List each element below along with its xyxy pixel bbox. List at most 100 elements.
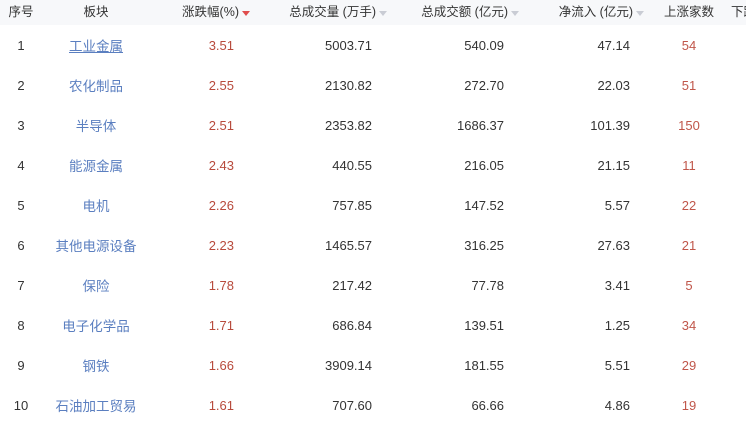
cell-down-count: 8 (724, 65, 746, 105)
cell-change-pct: 1.71 (208, 317, 234, 333)
cell-total-amount: 181.55 (464, 357, 504, 373)
sector-link[interactable]: 保险 (82, 279, 110, 294)
cell-net-inflow: 101.39 (590, 117, 630, 133)
cell-up-count: 29 (681, 357, 697, 373)
cell-total-amount: 540.09 (464, 37, 504, 53)
column-header-rank: 序号 (0, 0, 42, 25)
cell-rank: 3 (17, 117, 25, 133)
cell-sector: 石油加工贸易 (42, 385, 150, 425)
cell-net-inflow: 5.51 (604, 357, 630, 373)
cell-change-pct: 2.43 (208, 157, 234, 173)
cell-up-count: 21 (681, 237, 697, 253)
cell-down-count: 2 (724, 145, 746, 185)
table-row[interactable]: 6 其他电源设备 2.23 1465.57 316.25 27.63 21 11 (0, 225, 746, 265)
cell-total-volume: 3909.14 (325, 357, 372, 373)
table-row[interactable]: 4 能源金属 2.43 440.55 216.05 21.15 11 2 (0, 145, 746, 185)
cell-up-count: 19 (681, 397, 697, 413)
cell-down-count: 13 (724, 105, 746, 145)
sector-link[interactable]: 能源金属 (69, 159, 123, 174)
column-header-down-count: 下跌家数 (724, 0, 746, 25)
cell-net-inflow: 22.03 (597, 77, 630, 93)
sector-link[interactable]: 钢铁 (82, 359, 110, 374)
cell-up-count: 22 (681, 197, 697, 213)
cell-total-volume: 2353.82 (325, 117, 372, 133)
sector-link[interactable]: 工业金属 (69, 39, 123, 54)
cell-rank: 8 (17, 317, 25, 333)
sector-link[interactable]: 农化制品 (69, 79, 123, 94)
cell-rank: 5 (17, 197, 25, 213)
cell-net-inflow: 3.41 (604, 277, 630, 293)
cell-sector: 工业金属 (42, 25, 150, 65)
cell-total-amount: 139.51 (464, 317, 504, 333)
cell-total-volume: 757.85 (332, 197, 372, 213)
cell-sector: 能源金属 (42, 145, 150, 185)
sort-descending-caret-icon[interactable] (242, 11, 250, 16)
cell-change-pct: 2.51 (208, 117, 234, 133)
cell-sector: 其他电源设备 (42, 225, 150, 265)
cell-down-count: 8 (724, 345, 746, 385)
column-header-net-inflow[interactable]: 净流入 (亿元) (529, 0, 654, 25)
table-header: 序号 板块 涨跌幅(%) 总成交量 (万手) (0, 0, 746, 25)
cell-net-inflow: 27.63 (597, 237, 630, 253)
cell-change-pct: 1.66 (208, 357, 234, 373)
column-header-change-pct-label: 涨跌幅(%) (182, 5, 239, 19)
sector-link[interactable]: 石油加工贸易 (55, 399, 137, 414)
cell-up-count: 51 (681, 77, 697, 93)
cell-sector: 电子化学品 (42, 305, 150, 345)
sector-link[interactable]: 电机 (82, 199, 110, 214)
cell-down-count: 8 (724, 305, 746, 345)
table-header-row: 序号 板块 涨跌幅(%) 总成交量 (万手) (0, 0, 746, 25)
table-row[interactable]: 2 农化制品 2.55 2130.82 272.70 22.03 51 8 (0, 65, 746, 105)
table-row[interactable]: 8 电子化学品 1.71 686.84 139.51 1.25 34 8 (0, 305, 746, 345)
cell-rank: 1 (17, 37, 25, 53)
cell-sector: 农化制品 (42, 65, 150, 105)
cell-rank: 2 (17, 77, 25, 93)
cell-up-count: 34 (681, 317, 697, 333)
cell-down-count: 11 (724, 225, 746, 265)
column-header-total-volume[interactable]: 总成交量 (万手) (262, 0, 397, 25)
cell-up-count: 5 (685, 277, 693, 293)
sector-link[interactable]: 其他电源设备 (55, 239, 137, 254)
sort-caret-icon[interactable] (379, 11, 387, 16)
cell-sector: 半导体 (42, 105, 150, 145)
sort-caret-icon[interactable] (511, 11, 519, 16)
table-row[interactable]: 7 保险 1.78 217.42 77.78 3.41 5 0 (0, 265, 746, 305)
column-header-change-pct[interactable]: 涨跌幅(%) (150, 0, 262, 25)
cell-sector: 保险 (42, 265, 150, 305)
cell-down-count: 3 (724, 25, 746, 65)
sort-caret-icon[interactable] (636, 11, 644, 16)
cell-total-amount: 216.05 (464, 157, 504, 173)
cell-change-pct: 2.23 (208, 237, 234, 253)
column-header-sector-label: 板块 (83, 5, 109, 19)
cell-rank: 6 (17, 237, 25, 253)
table-row[interactable]: 3 半导体 2.51 2353.82 1686.37 101.39 150 13 (0, 105, 746, 145)
cell-net-inflow: 21.15 (597, 157, 630, 173)
table-row[interactable]: 9 钢铁 1.66 3909.14 181.55 5.51 29 8 (0, 345, 746, 385)
cell-total-volume: 707.60 (332, 397, 372, 413)
cell-up-count: 54 (681, 37, 697, 53)
sector-link[interactable]: 电子化学品 (62, 319, 130, 334)
cell-total-volume: 686.84 (332, 317, 372, 333)
column-header-up-count-label: 上涨家数 (663, 5, 714, 19)
sector-link[interactable]: 半导体 (75, 119, 117, 134)
cell-total-volume: 5003.71 (325, 37, 372, 53)
cell-down-count: 0 (724, 265, 746, 305)
cell-change-pct: 1.78 (208, 277, 234, 293)
cell-change-pct: 2.26 (208, 197, 234, 213)
cell-net-inflow: 47.14 (597, 37, 630, 53)
cell-rank: 7 (17, 277, 25, 293)
column-header-total-volume-label: 总成交量 (万手) (289, 5, 376, 19)
cell-up-count: 150 (678, 117, 700, 133)
table-row[interactable]: 5 电机 2.26 757.85 147.52 5.57 22 3 (0, 185, 746, 225)
cell-total-amount: 66.66 (471, 397, 504, 413)
cell-down-count: 7 (724, 385, 746, 425)
table-row[interactable]: 10 石油加工贸易 1.61 707.60 66.66 4.86 19 7 (0, 385, 746, 425)
cell-total-volume: 440.55 (332, 157, 372, 173)
column-header-sector: 板块 (42, 0, 150, 25)
cell-net-inflow: 5.57 (604, 197, 630, 213)
column-header-total-amount[interactable]: 总成交额 (亿元) (397, 0, 529, 25)
table-row[interactable]: 1 工业金属 3.51 5003.71 540.09 47.14 54 3 (0, 25, 746, 65)
cell-change-pct: 1.61 (208, 397, 234, 413)
cell-sector: 电机 (42, 185, 150, 225)
column-header-net-inflow-label: 净流入 (亿元) (558, 5, 633, 19)
